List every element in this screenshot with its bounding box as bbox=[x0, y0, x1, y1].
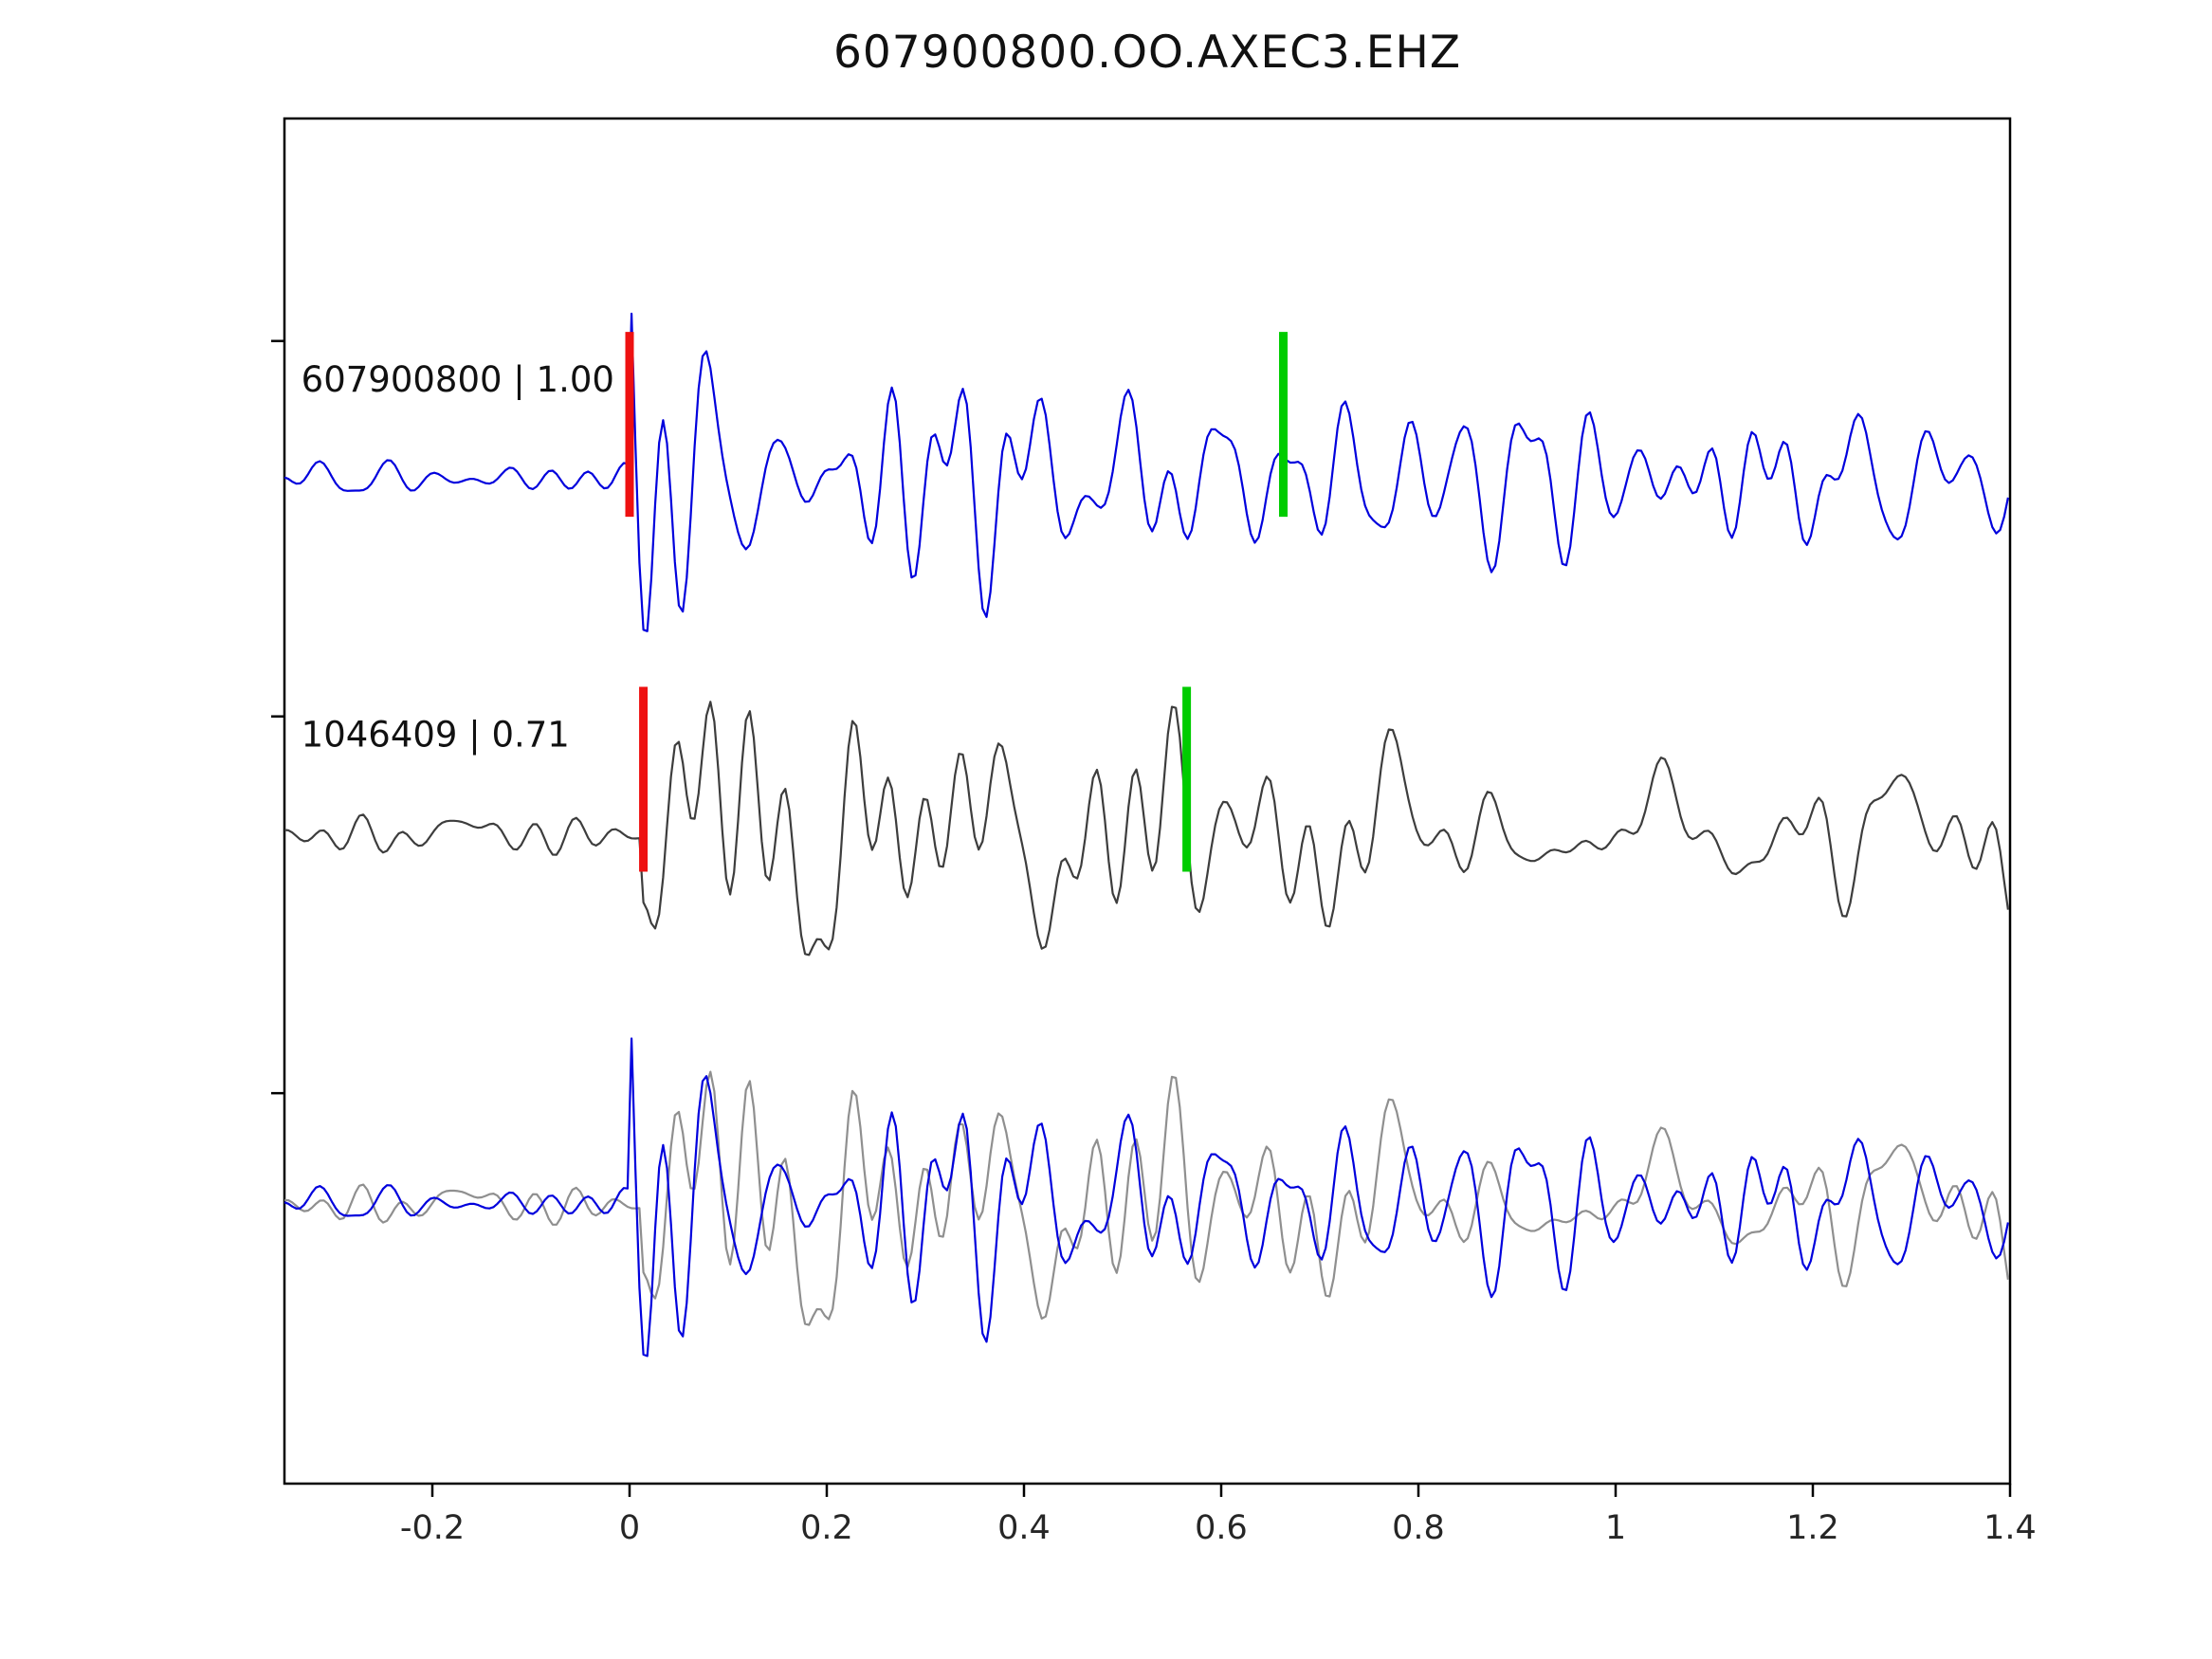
x-tick-label: 0.4 bbox=[997, 1509, 1051, 1547]
x-tick-label: 0.8 bbox=[1392, 1509, 1445, 1547]
overlay-trace-1046409 bbox=[283, 1070, 2009, 1326]
x-tick-label: 0 bbox=[619, 1509, 640, 1547]
trace-607900800 bbox=[283, 312, 2009, 632]
axes-box bbox=[283, 117, 2012, 1486]
trace-1046409 bbox=[283, 701, 2009, 957]
trace-label-1046409: 1046409 | 0.71 bbox=[302, 715, 570, 756]
figure-title: 607900800.OO.AXEC3.EHZ bbox=[832, 27, 1462, 79]
overlay-trace-607900800 bbox=[283, 1037, 2009, 1358]
x-tick-label: 0.6 bbox=[1195, 1509, 1248, 1547]
x-tick-label: -0.2 bbox=[400, 1509, 465, 1547]
x-tick-label: 1.4 bbox=[1983, 1509, 2037, 1547]
x-tick-label: 0.2 bbox=[800, 1509, 853, 1547]
x-tick-label: 1 bbox=[1605, 1509, 1626, 1547]
x-tick-label: 1.2 bbox=[1786, 1509, 1839, 1547]
trace-label-607900800: 607900800 | 1.00 bbox=[302, 359, 614, 400]
